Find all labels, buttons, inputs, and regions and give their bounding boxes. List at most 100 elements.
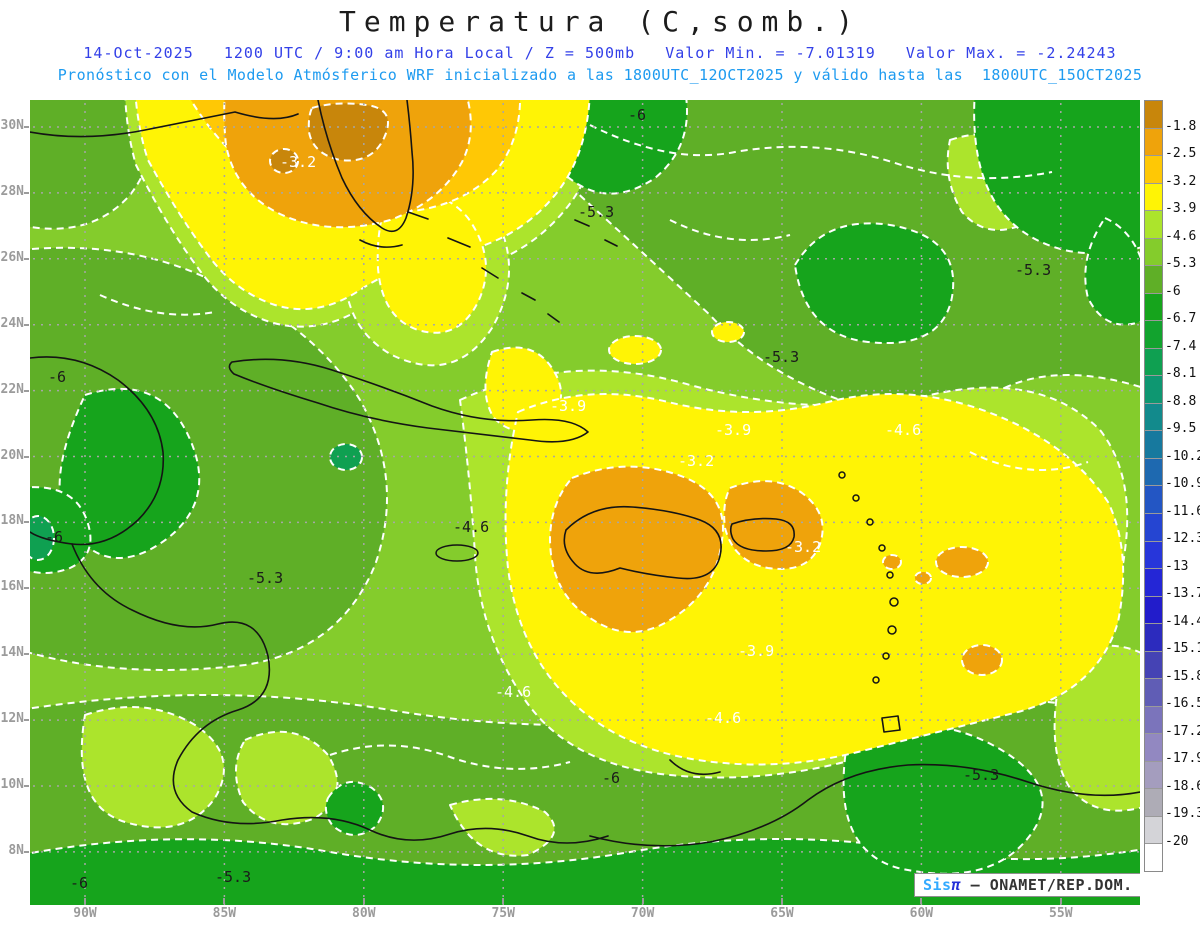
contour-value-label: -4.6 [495, 683, 531, 701]
y-tick-mark [24, 785, 29, 787]
colorbar-segment [1145, 569, 1162, 597]
colorbar-segment [1145, 376, 1162, 404]
colorbar-label: -6.7 [1165, 311, 1197, 326]
y-tick-mark [24, 126, 29, 128]
colorbar-label: -13.7 [1165, 586, 1200, 601]
watermark-org: — ONAMET/REP.DOM. [961, 876, 1133, 894]
colorbar-label: -6 [1165, 283, 1181, 299]
x-tick-mark [920, 898, 923, 904]
x-tick-label: 90W [73, 906, 97, 921]
colorbar-segment [1145, 183, 1162, 212]
colorbar-segment [1145, 321, 1162, 349]
colorbar-segment [1145, 486, 1162, 514]
colorbar-label: -4.6 [1165, 228, 1197, 244]
colorbar-segment [1145, 211, 1162, 239]
subtitle-model-run: Pronóstico con el Modelo Atmósferico WRF… [57, 66, 1143, 84]
colorbar-segment [1145, 266, 1162, 294]
x-tick-mark [781, 898, 783, 904]
colorbar-segment [1145, 458, 1162, 487]
contour-value-label: -3.2 [785, 538, 821, 556]
contour-value-label: -3.9 [550, 397, 586, 415]
y-tick-label: 14N [0, 645, 24, 661]
x-tick-mark [223, 898, 226, 904]
page-title: Temperatura (C,somb.) [338, 5, 861, 38]
x-tick-label: 60W [909, 906, 934, 921]
y-tick-mark [24, 257, 29, 260]
y-tick-label: 10N [0, 777, 24, 792]
contour-value-label: -5.3 [763, 348, 799, 366]
y-tick-label: 22N [0, 381, 24, 397]
colorbar-label: -17.9 [1165, 751, 1200, 766]
contour-value-label: -6 [602, 769, 620, 787]
subtitle-valid-time: 14-Oct-2025 1200 UTC / 9:00 am Hora Loca… [83, 44, 1117, 62]
contour-value-label: -4.6 [453, 518, 489, 536]
contour-fill-layer [30, 100, 1140, 905]
contour-value-label: -3.2 [280, 153, 316, 171]
gridlines-layer [30, 100, 1140, 905]
y-tick-label: 30N [0, 118, 24, 133]
colorbar-segment [1145, 624, 1162, 652]
colorbar-segment [1145, 761, 1162, 790]
colorbar-label: -15.8 [1165, 668, 1200, 684]
y-tick-mark [24, 521, 29, 524]
colorbar-label: -8.8 [1165, 393, 1197, 409]
colorbar-label: -10.9 [1165, 476, 1200, 491]
contour-value-label: -6 [628, 106, 646, 124]
y-tick-mark [24, 587, 29, 590]
watermark: Sisπ — ONAMET/REP.DOM. [914, 873, 1140, 897]
colorbar-segment [1145, 541, 1162, 570]
contour-value-label: -5.3 [963, 766, 999, 784]
colorbar-segment [1145, 348, 1162, 377]
colorbar-label: -7.4 [1165, 338, 1197, 354]
watermark-pi-icon: π [951, 876, 962, 894]
contour-value-label: -6 [48, 368, 66, 386]
y-tick-label: 26N [0, 249, 24, 265]
colorbar-segment [1145, 706, 1162, 735]
colorbar-segment [1145, 128, 1162, 157]
colorbar-segment [1145, 596, 1162, 625]
colorbar-label: -17.2 [1165, 723, 1200, 739]
colorbar-label: -9.5 [1165, 421, 1197, 436]
x-tick-label: 85W [212, 906, 237, 921]
y-tick-label: 8N [8, 842, 24, 858]
y-tick-mark [24, 653, 29, 656]
x-tick-label: 55W [1049, 906, 1073, 921]
x-tick-mark [362, 898, 365, 904]
contour-value-label: -5.3 [215, 868, 251, 886]
y-tick-label: 12N [0, 711, 24, 727]
contour-value-label: -3.9 [738, 642, 774, 660]
colorbar-segment [1145, 513, 1162, 542]
colorbar-segment [1145, 156, 1162, 184]
colorbar-label: -1.8 [1165, 118, 1197, 134]
colorbar-label: -8.1 [1165, 366, 1197, 381]
colorbar-segment [1145, 293, 1162, 322]
colorbar-segment [1145, 651, 1162, 680]
colorbar-label: -20 [1165, 833, 1189, 849]
x-tick-mark [641, 898, 644, 904]
colorbar-label: -19.3 [1165, 806, 1200, 821]
y-tick-mark [24, 850, 29, 853]
x-tick-mark [1059, 898, 1062, 904]
coastlines-layer [30, 100, 1140, 847]
contour-lines-layer [99, 124, 1089, 770]
y-tick-mark [24, 455, 29, 458]
colorbar [1144, 100, 1163, 872]
colorbar-label: -3.9 [1165, 201, 1197, 216]
contour-value-label: -4.6 [705, 709, 741, 727]
y-tick-mark [24, 191, 29, 194]
x-tick-label: 75W [491, 906, 515, 921]
colorbar-segment [1145, 238, 1162, 267]
y-tick-label: 18N [0, 513, 24, 529]
colorbar-segment [1145, 101, 1162, 129]
colorbar-label: -13 [1165, 558, 1189, 574]
y-tick-label: 24N [0, 315, 24, 331]
colorbar-label: -2.5 [1165, 146, 1197, 161]
colorbar-segment [1145, 844, 1162, 871]
contour-map-svg: -6 -3.2 -5.3 -5.3 -6 -5.3 -3.9 -3.9 -4.6 -3.2 -6 -4… [30, 100, 1140, 905]
contour-value-label: -6 [45, 528, 63, 546]
contour-value-label: -6 [70, 874, 88, 892]
x-tick-mark [84, 898, 86, 904]
colorbar-segment [1145, 403, 1162, 432]
x-tick-mark [502, 898, 505, 904]
